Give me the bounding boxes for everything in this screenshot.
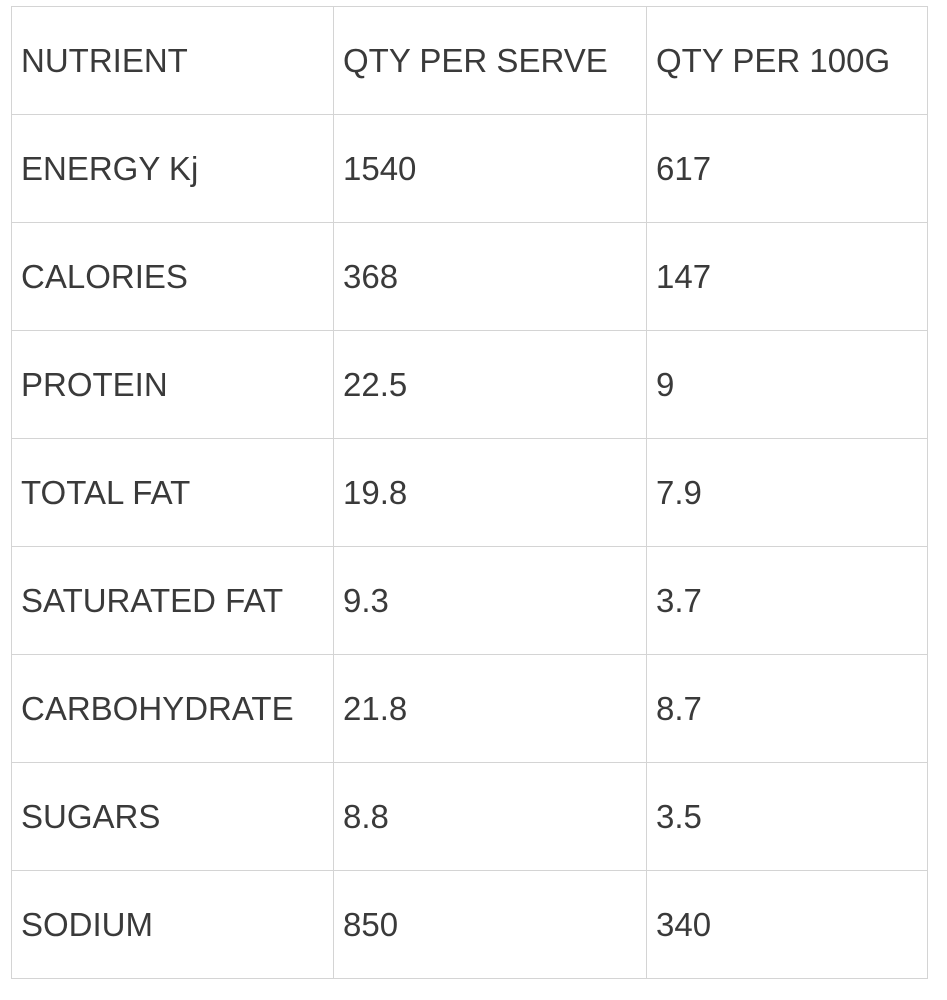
nutrient-cell: SODIUM — [11, 870, 334, 979]
nutrition-table: NUTRIENT QTY PER SERVE QTY PER 100G ENER… — [11, 6, 928, 979]
qty-per-100g-cell: 3.7 — [646, 546, 928, 655]
nutrient-cell: SUGARS — [11, 762, 334, 871]
nutrient-cell: TOTAL FAT — [11, 438, 334, 547]
nutrient-cell: CARBOHYDRATE — [11, 654, 334, 763]
qty-per-serve-cell: 1540 — [333, 114, 647, 223]
header-qty-per-serve: QTY PER SERVE — [333, 6, 647, 115]
header-qty-per-100g: QTY PER 100G — [646, 6, 928, 115]
qty-per-100g-cell: 9 — [646, 330, 928, 439]
qty-per-100g-cell: 617 — [646, 114, 928, 223]
qty-per-serve-cell: 9.3 — [333, 546, 647, 655]
table-header-row: NUTRIENT QTY PER SERVE QTY PER 100G — [11, 6, 928, 115]
table-row: SUGARS 8.8 3.5 — [11, 762, 928, 871]
qty-per-serve-cell: 19.8 — [333, 438, 647, 547]
table-row: CARBOHYDRATE 21.8 8.7 — [11, 654, 928, 763]
table-row: SODIUM 850 340 — [11, 870, 928, 979]
qty-per-serve-cell: 22.5 — [333, 330, 647, 439]
qty-per-serve-cell: 8.8 — [333, 762, 647, 871]
qty-per-serve-cell: 368 — [333, 222, 647, 331]
qty-per-100g-cell: 8.7 — [646, 654, 928, 763]
qty-per-serve-cell: 21.8 — [333, 654, 647, 763]
table-row: ENERGY Kj 1540 617 — [11, 114, 928, 223]
nutrient-cell: CALORIES — [11, 222, 334, 331]
qty-per-100g-cell: 3.5 — [646, 762, 928, 871]
table-row: CALORIES 368 147 — [11, 222, 928, 331]
table-row: TOTAL FAT 19.8 7.9 — [11, 438, 928, 547]
qty-per-100g-cell: 340 — [646, 870, 928, 979]
nutrient-cell: ENERGY Kj — [11, 114, 334, 223]
table-row: SATURATED FAT 9.3 3.7 — [11, 546, 928, 655]
qty-per-100g-cell: 147 — [646, 222, 928, 331]
qty-per-100g-cell: 7.9 — [646, 438, 928, 547]
table-row: PROTEIN 22.5 9 — [11, 330, 928, 439]
nutrient-cell: PROTEIN — [11, 330, 334, 439]
header-nutrient: NUTRIENT — [11, 6, 334, 115]
nutrient-cell: SATURATED FAT — [11, 546, 334, 655]
qty-per-serve-cell: 850 — [333, 870, 647, 979]
